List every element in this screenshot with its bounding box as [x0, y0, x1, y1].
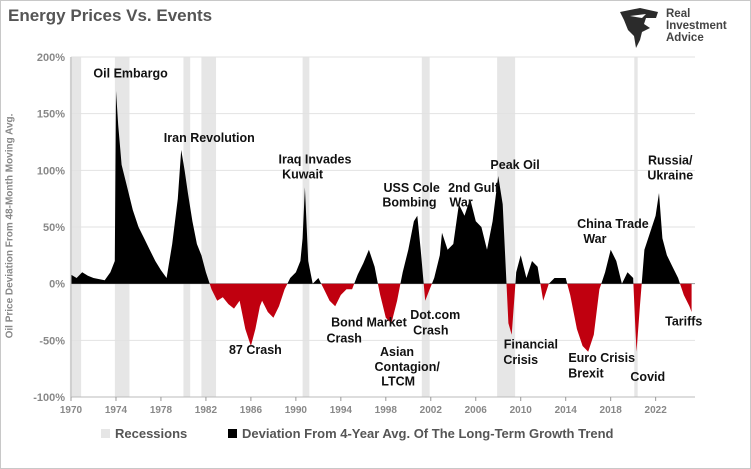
logo-line-1: Real	[666, 8, 691, 20]
annotation-10: War	[450, 196, 473, 210]
y-tick-label: 200%	[37, 52, 65, 64]
logo-line-3: Advice	[666, 32, 704, 44]
x-tick-label: 2006	[465, 405, 488, 416]
annotation-22: Ukraine	[647, 168, 693, 182]
x-tick-label: 1982	[195, 405, 218, 416]
annotation-12: Asian	[380, 345, 414, 359]
y-tick-label: -100%	[33, 392, 65, 404]
legend-swatch-recessions	[101, 429, 110, 438]
annotation-8: Bombing	[382, 196, 436, 210]
y-tick-label: 0%	[49, 279, 65, 291]
legend-item-deviation: Deviation From 4-Year Avg. Of The Long-T…	[228, 426, 614, 441]
y-tick-label: 100%	[37, 165, 65, 177]
annotation-19: China Trade	[577, 217, 649, 231]
x-tick-label: 2014	[555, 405, 578, 416]
y-tick-label: 50%	[43, 222, 65, 234]
x-tick-label: 1998	[375, 405, 398, 416]
annotation-21: Russia/	[648, 154, 693, 168]
x-tick-label: 1970	[60, 405, 83, 416]
negative-deviation-area	[71, 283, 692, 352]
annotation-25: Tariffs	[665, 315, 702, 329]
annotation-14: LTCM	[381, 375, 415, 389]
x-tick-label: 1994	[330, 405, 353, 416]
annotation-13: Contagion/	[375, 360, 441, 374]
x-tick-label: 2002	[420, 405, 443, 416]
annotation-20: War	[583, 232, 606, 246]
x-tick-label: 1978	[150, 405, 173, 416]
annotation-15: Dot.com	[410, 308, 460, 322]
annotation-17: Financial	[504, 337, 558, 351]
annotation-16: Crash	[413, 324, 448, 338]
logo: Real Investment Advice	[616, 6, 741, 50]
annotation-7: USS Cole	[384, 181, 440, 195]
annotation-9: 2nd Gulf	[448, 181, 500, 195]
legend-label-recessions: Recessions	[115, 426, 188, 441]
axes: -100% -50% 0% 50% 100% 150% 200% 1970 1974 1978 19…	[33, 52, 695, 416]
annotations: Oil Embargo Iran Revolution Iraq InvadesKu…	[93, 66, 702, 388]
legend-item-recessions: Recessions	[101, 426, 187, 441]
x-tick-label: 2018	[600, 405, 623, 416]
deviation-series	[71, 91, 692, 352]
logo-text: Real Investment Advice	[666, 8, 727, 44]
annotation-26: Covid	[630, 370, 665, 384]
eagle-logo-icon	[620, 8, 658, 48]
annotation-0: Oil Embargo	[93, 66, 168, 80]
x-tick-label: 2010	[510, 405, 533, 416]
legend-label-deviation: Deviation From 4-Year Avg. Of The Long-T…	[242, 426, 614, 441]
x-tick-label: 1986	[240, 405, 263, 416]
annotation-3: Kuwait	[282, 167, 324, 181]
annotation-18: Crisis	[503, 353, 538, 367]
legend-swatch-deviation	[228, 429, 237, 438]
legend: Recessions Deviation From 4-Year Avg. Of…	[0, 426, 751, 444]
annotation-2: Iraq Invades	[279, 153, 352, 167]
logo-line-2: Investment	[666, 20, 727, 32]
positive-deviation-area	[71, 91, 692, 284]
x-tick-label: 1990	[285, 405, 308, 416]
annotation-11: Peak Oil	[490, 158, 539, 172]
annotation-23: Euro Crisis	[568, 351, 635, 365]
chart-title: Energy Prices Vs. Events	[8, 6, 213, 25]
annotation-24: Brexit	[568, 367, 604, 381]
x-tick-label: 1974	[105, 405, 128, 416]
annotation-1: Iran Revolution	[164, 131, 255, 145]
x-tick-label: 2022	[645, 405, 668, 416]
annotation-5: Bond Market	[331, 316, 408, 330]
y-tick-label: -50%	[39, 335, 65, 347]
annotation-6: Crash	[326, 332, 361, 346]
annotation-4: 87 Crash	[229, 343, 282, 357]
y-tick-label: 150%	[37, 109, 65, 121]
